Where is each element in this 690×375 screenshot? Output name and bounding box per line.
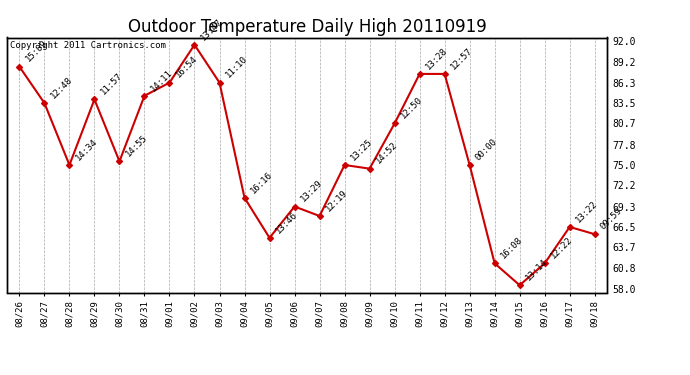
Title: Outdoor Temperature Daily High 20110919: Outdoor Temperature Daily High 20110919 [128, 18, 486, 36]
Text: 13:14: 13:14 [524, 257, 549, 282]
Text: 12:22: 12:22 [549, 235, 574, 261]
Text: 13:28: 13:28 [424, 46, 449, 71]
Text: 13:29: 13:29 [299, 178, 324, 204]
Text: 12:19: 12:19 [324, 188, 349, 213]
Text: 13:47: 13:47 [199, 16, 224, 42]
Text: 16:16: 16:16 [248, 170, 274, 195]
Text: 15:09: 15:09 [23, 39, 49, 64]
Text: Copyright 2011 Cartronics.com: Copyright 2011 Cartronics.com [10, 41, 166, 50]
Text: 13:25: 13:25 [348, 137, 374, 162]
Text: 13:22: 13:22 [574, 199, 599, 224]
Text: 14:55: 14:55 [124, 133, 149, 159]
Text: 16:08: 16:08 [499, 235, 524, 261]
Text: 12:48: 12:48 [48, 75, 74, 100]
Text: 11:10: 11:10 [224, 54, 249, 80]
Text: 09:59: 09:59 [599, 206, 624, 231]
Text: 13:46: 13:46 [274, 210, 299, 235]
Text: 11:57: 11:57 [99, 71, 124, 97]
Text: 14:34: 14:34 [74, 137, 99, 162]
Text: 12:50: 12:50 [399, 95, 424, 121]
Text: 14:52: 14:52 [374, 141, 399, 166]
Text: 12:57: 12:57 [448, 46, 474, 71]
Text: 16:54: 16:54 [174, 54, 199, 80]
Text: 14:11: 14:11 [148, 68, 174, 93]
Text: 00:00: 00:00 [474, 137, 499, 162]
